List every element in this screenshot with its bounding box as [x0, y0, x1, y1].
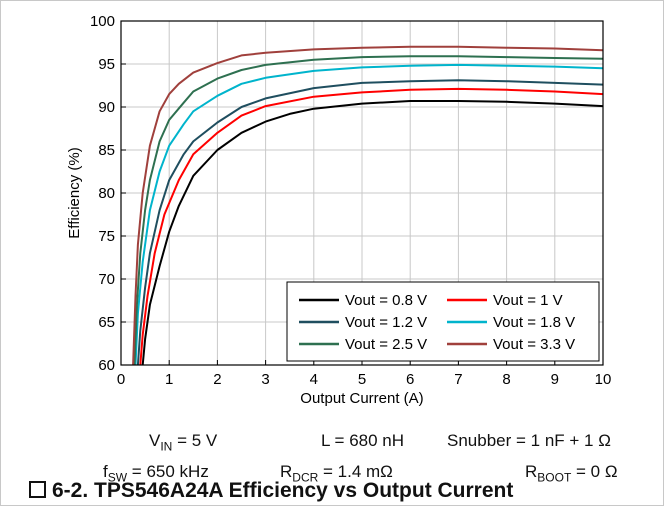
series-line-1: [141, 100, 603, 365]
x-tick-label: 10: [595, 371, 612, 388]
x-tick-label: 6: [406, 371, 414, 388]
efficiency-chart: 0 1 2 3 4 5 6 7 8 9 10 60 65 70 75 80 85 90 95 100 Output Cu…: [66, 13, 612, 407]
y-tick-label: 95: [98, 56, 115, 73]
condition-rdcr: RDCR = 1.4 mΩ: [280, 462, 393, 485]
legend-label: Vout = 0.8 V: [345, 292, 427, 309]
y-tick-label: 60: [98, 357, 115, 374]
figure-caption: 6-2. TPS546A24A Efficiency vs Output Cur…: [29, 479, 513, 503]
series-line-5: [133, 55, 603, 365]
y-axis-label: Efficiency (%): [66, 147, 83, 238]
y-tick-label: 80: [98, 185, 115, 202]
series-line-4: [134, 63, 603, 365]
y-tick-label: 65: [98, 314, 115, 331]
legend-label: Vout = 1.8 V: [493, 314, 575, 331]
x-axis-label: Output Current (A): [300, 390, 423, 407]
condition-vin: VIN = 5 V: [149, 431, 218, 454]
condition-rboot: RBOOT = 0 Ω: [525, 462, 618, 485]
series-line-2: [139, 87, 603, 365]
x-tick-label: 9: [551, 371, 559, 388]
x-tick-label: 3: [261, 371, 269, 388]
y-tick-label: 90: [98, 99, 115, 116]
y-tick-label: 100: [90, 13, 115, 30]
x-tick-label: 1: [165, 371, 173, 388]
legend-label: Vout = 3.3 V: [493, 336, 575, 353]
legend-label: Vout = 2.5 V: [345, 336, 427, 353]
x-tick-label: 0: [117, 371, 125, 388]
y-tick-label: 70: [98, 271, 115, 288]
y-tick-label: 75: [98, 228, 115, 245]
legend-label: Vout = 1.2 V: [345, 314, 427, 331]
x-tick-label: 5: [358, 371, 366, 388]
x-tick-label: 8: [502, 371, 510, 388]
x-tick-label: 7: [454, 371, 462, 388]
figure-icon: [29, 481, 46, 498]
series-line-6: [132, 45, 603, 365]
x-tick-label: 4: [310, 371, 318, 388]
condition-snubber: Snubber = 1 nF + 1 Ω: [447, 431, 611, 450]
condition-fsw: fSW = 650 kHz: [103, 462, 209, 485]
condition-inductance: L = 680 nH: [321, 431, 405, 450]
series-line-3: [136, 79, 603, 365]
x-tick-label: 2: [213, 371, 221, 388]
y-tick-label: 85: [98, 142, 115, 159]
legend-label: Vout = 1 V: [493, 292, 563, 309]
